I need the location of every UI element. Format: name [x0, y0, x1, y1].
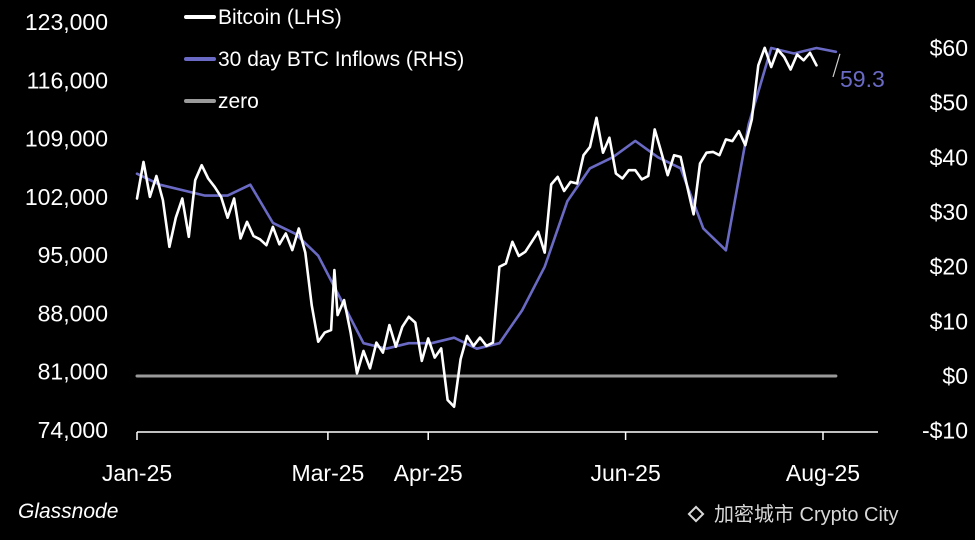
legend-label: Bitcoin (LHS) — [218, 6, 342, 29]
left-tick-label: 95,000 — [38, 242, 108, 268]
x-tick-label: Aug-25 — [786, 460, 860, 486]
watermark: 加密城市 Crypto City — [687, 503, 898, 526]
right-tick-label: $50 — [930, 90, 968, 116]
x-tick-label: Jun-25 — [590, 460, 660, 486]
right-tick-label: $20 — [930, 254, 968, 280]
right-tick-label: $0 — [942, 363, 968, 389]
x-tick-label: Mar-25 — [291, 460, 364, 486]
right-tick-label: $10 — [930, 308, 968, 334]
left-tick-label: 116,000 — [27, 67, 108, 93]
legend: Bitcoin (LHS) 30 day BTC Inflows (RHS) zer… — [184, 6, 464, 113]
left-tick-label: 123,000 — [25, 9, 108, 35]
axes: Jan-25 Mar-25 Apr-25 Jun-25 Aug-25 74,000 81,0… — [25, 9, 968, 486]
plot-area: 59.3 — [135, 46, 885, 409]
bitcoin-line — [135, 46, 818, 409]
left-tick-label: 102,000 — [25, 184, 108, 210]
source-label: Glassnode — [18, 500, 118, 523]
left-tick-label: 88,000 — [38, 300, 108, 326]
x-tick-label: Apr-25 — [394, 460, 463, 486]
right-tick-label: $30 — [930, 199, 968, 225]
left-tick-label: 74,000 — [38, 417, 108, 443]
left-tick-label: 109,000 — [25, 126, 108, 152]
legend-label: 30 day BTC Inflows (RHS) — [218, 48, 464, 71]
right-tick-label: $60 — [930, 35, 968, 61]
legend-label: zero — [218, 90, 259, 113]
x-tick-label: Jan-25 — [102, 460, 172, 486]
right-tick-label: $40 — [930, 144, 968, 170]
watermark-text: 加密城市 Crypto City — [714, 503, 898, 526]
annotation-label: 59.3 — [840, 66, 885, 92]
annotation-leader — [832, 53, 841, 78]
right-tick-label: -$10 — [922, 418, 968, 444]
left-tick-label: 81,000 — [38, 359, 108, 385]
binance-logo-icon — [687, 505, 705, 523]
